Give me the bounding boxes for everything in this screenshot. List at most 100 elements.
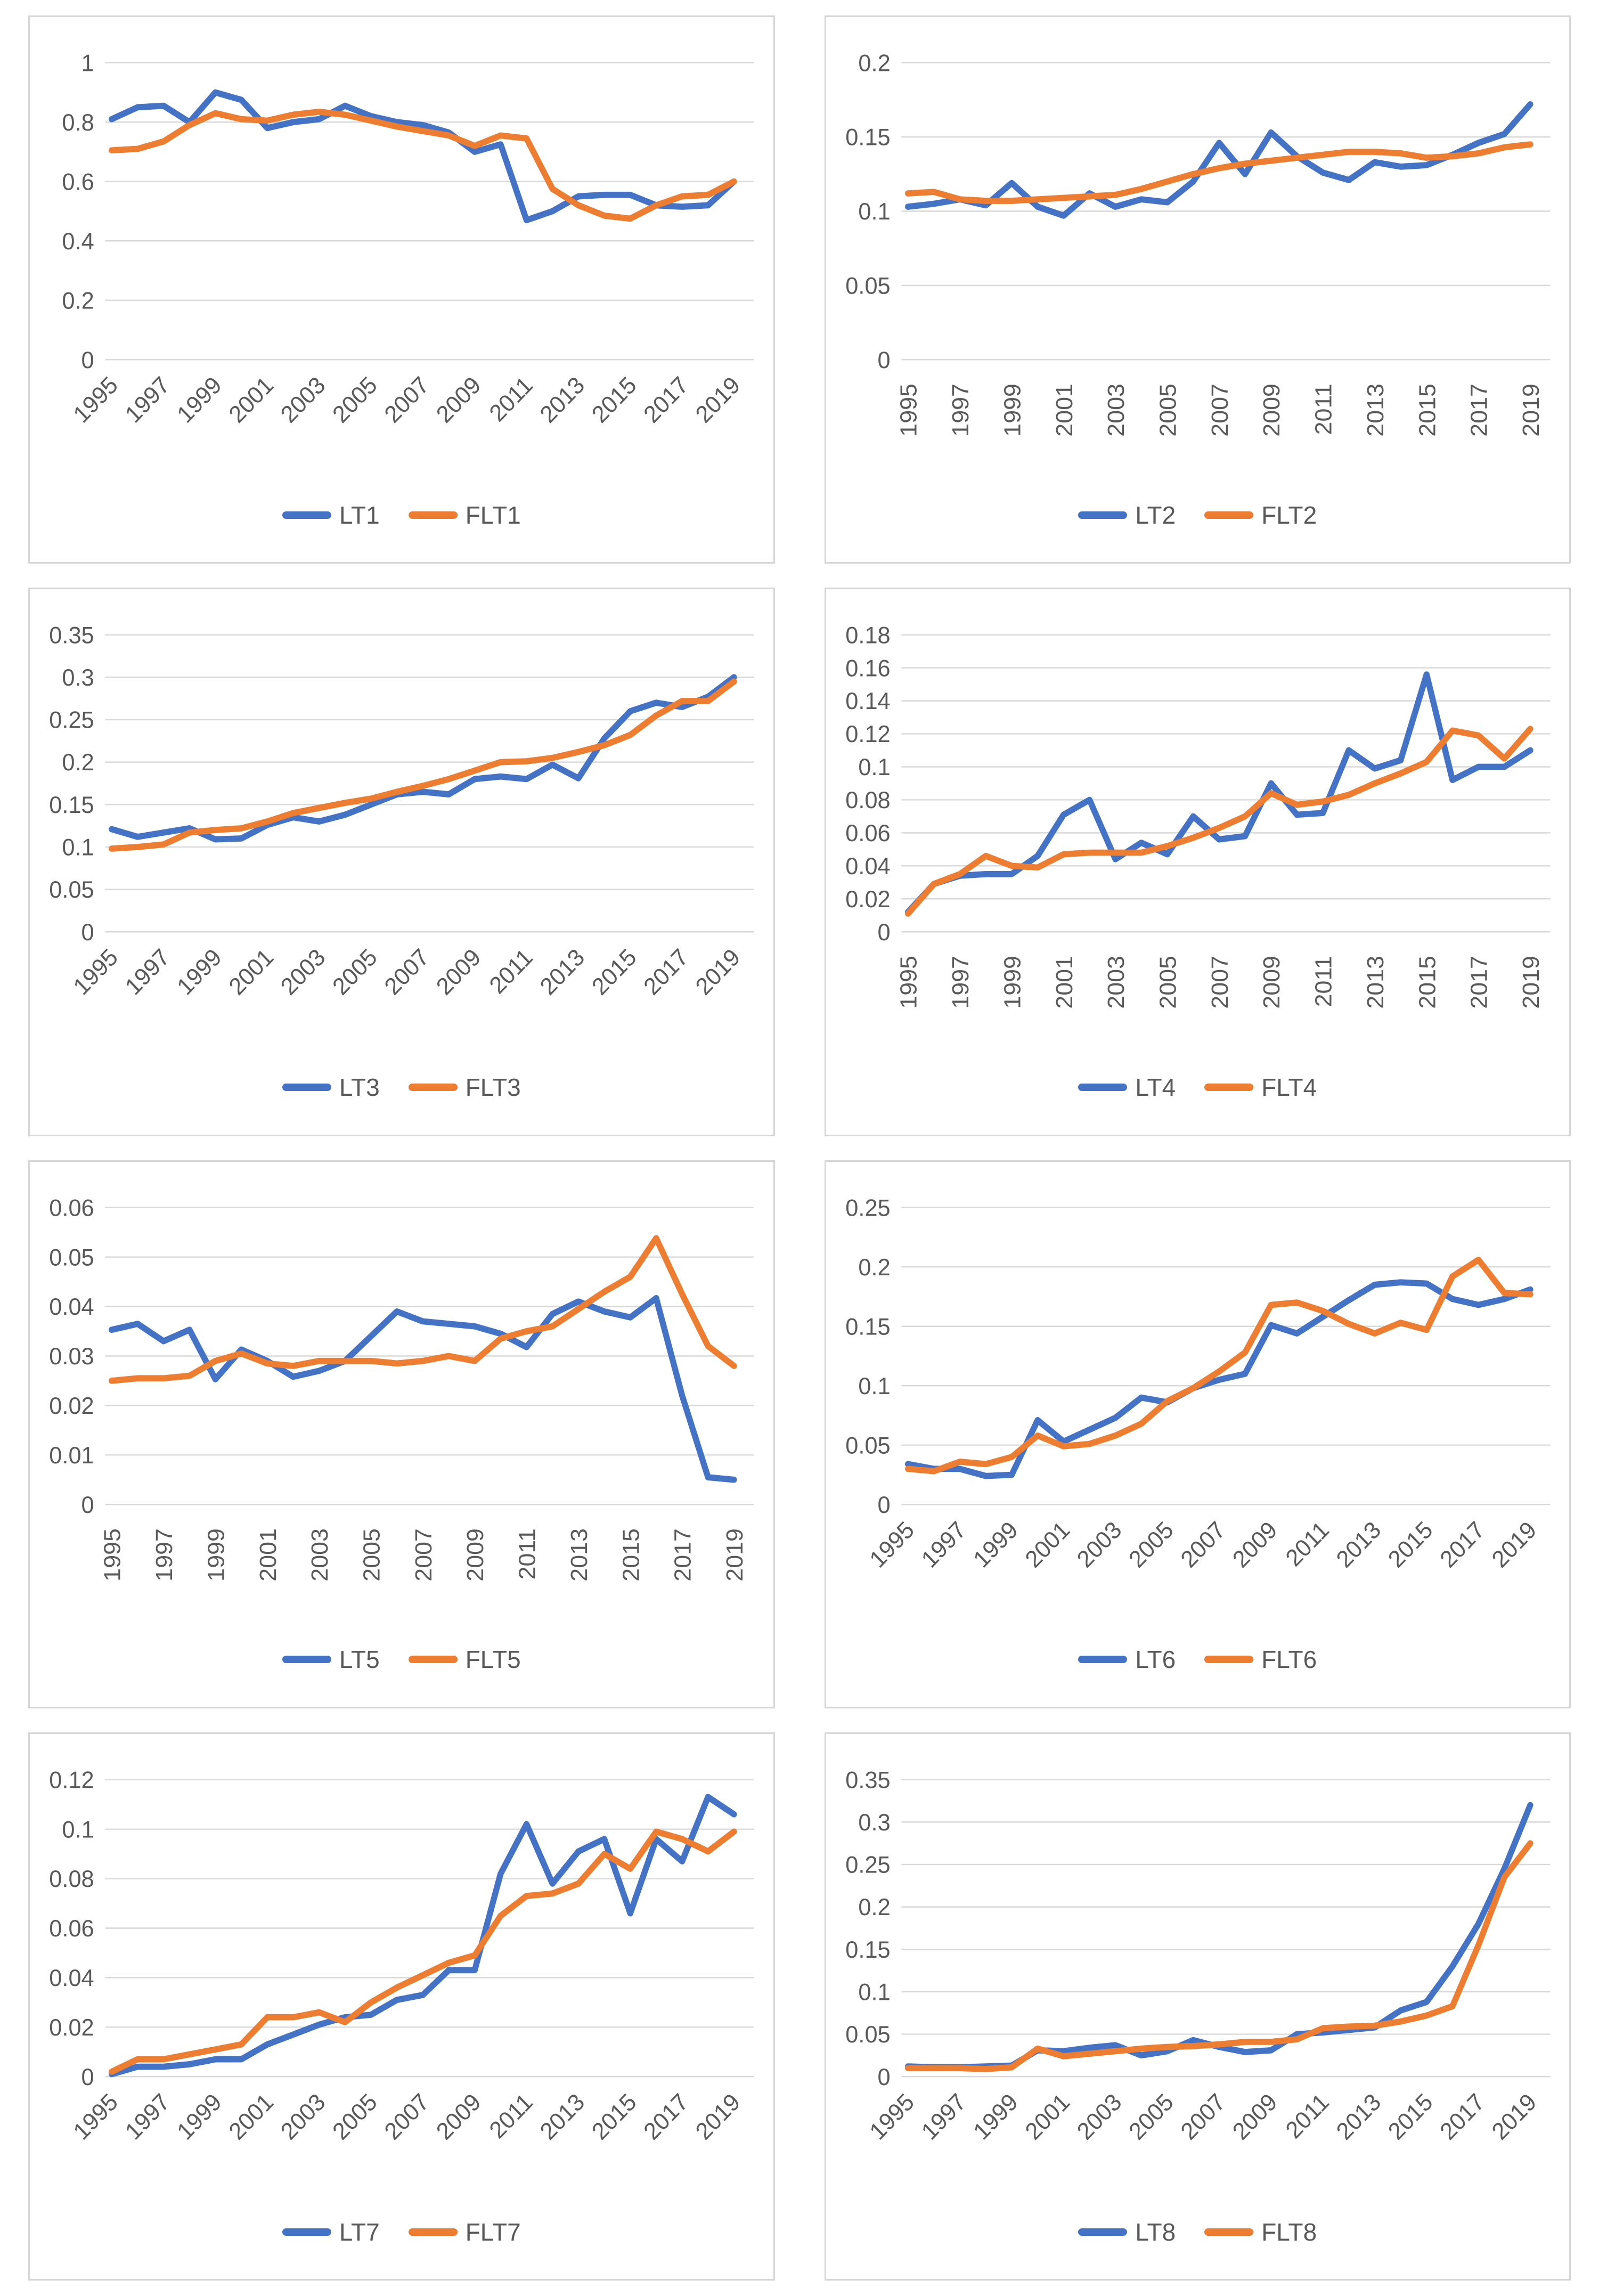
- chart-3-y-tick: 0.3: [62, 665, 94, 691]
- chart-5-y-tick: 0: [81, 1492, 94, 1518]
- chart-8-y-tick: 0: [877, 2064, 890, 2090]
- chart-3-x-tick: 2019: [691, 944, 745, 1000]
- chart-1-x-tick: 2017: [639, 372, 693, 428]
- chart-4-x-tick: 1997: [948, 956, 973, 1009]
- chart-6-x-tick: 2005: [1124, 1516, 1178, 1573]
- lt4-line-swatch: [1078, 1084, 1128, 1092]
- chart-3-y-axis-labels: 0 0.05 0.1 0.15 0.2 0.25 0.3 0.35: [49, 622, 94, 946]
- LT1-series-line: [109, 89, 737, 224]
- chart-5-x-tick: 2011: [515, 1528, 540, 1579]
- flt2-line-swatch: [1204, 511, 1254, 519]
- chart-1-y-tick: 1: [81, 50, 94, 77]
- chart-3-x-axis-labels: 1995199719992001200320052007200920112013…: [69, 944, 746, 1000]
- legend-item-flt2: FLT2: [1204, 501, 1317, 530]
- chart-7-x-tick: 2009: [431, 2089, 486, 2145]
- legend-item-flt3: FLT3: [408, 1073, 521, 1102]
- lt6-line-swatch: [1078, 1656, 1128, 1664]
- chart-5-y-tick: 0.04: [49, 1293, 94, 1320]
- chart-4-x-axis-labels: 1995 1997 1999 2001 2003 2005 2007 2009 2011 2013…: [896, 956, 1544, 1009]
- chart-7-x-tick: 2007: [380, 2089, 434, 2145]
- chart-4-x-tick: 2011: [1311, 956, 1336, 1007]
- chart-7-x-tick: 2015: [587, 2089, 641, 2145]
- chart-5-x-tick: 2007: [411, 1528, 437, 1582]
- legend-item-lt2: LT2: [1078, 501, 1176, 530]
- chart-5-y-axis-labels: 0 0.01 0.02 0.03 0.04 0.05 0.06: [49, 1194, 94, 1518]
- chart-6-y-tick: 0.1: [858, 1373, 890, 1399]
- lt8-legend-label: LT8: [1135, 2218, 1176, 2246]
- LT3-series-line: [109, 674, 737, 843]
- chart-1-x-tick: 1995: [69, 372, 123, 428]
- flt1-legend-label: FLT1: [465, 501, 521, 529]
- chart-8-x-tick: 1999: [968, 2089, 1023, 2145]
- chart-4-y-tick: 0.04: [845, 853, 890, 880]
- chart-3-y-tick: 0.15: [49, 792, 94, 818]
- chart-2-y-tick: 0.05: [845, 273, 890, 299]
- LT7-series-line: [109, 1794, 737, 2078]
- chart-7-y-tick: 0.02: [49, 2014, 94, 2041]
- flt8-line-swatch: [1204, 2228, 1254, 2236]
- chart-2-x-tick: 1997: [948, 384, 973, 437]
- chart-7-gridlines: [105, 1779, 754, 2078]
- chart-8-x-tick: 2015: [1383, 2089, 1438, 2145]
- chart-8-x-tick: 2009: [1227, 2089, 1282, 2145]
- flt3-legend-label: FLT3: [465, 1073, 521, 1102]
- chart-6-x-tick: 2017: [1435, 1516, 1489, 1573]
- chart-8-y-tick: 0.05: [845, 2021, 890, 2048]
- lt3-line-swatch: [282, 1084, 331, 1092]
- FLT5-series-line: [109, 1235, 737, 1384]
- chart-2-x-tick: 2001: [1051, 384, 1077, 437]
- chart-panel-lt4: 0 0.02 0.04 0.06 0.08 0.1 0.12 0.14 0.16 0.18 1995…: [824, 588, 1571, 1136]
- chart-7-x-tick: 2003: [276, 2089, 330, 2145]
- chart-4-y-tick: 0.12: [845, 721, 890, 748]
- chart-3-x-tick: 2011: [485, 944, 538, 999]
- legend-item-lt5: LT5: [282, 1645, 380, 1674]
- chart-5-x-tick: 2015: [618, 1528, 644, 1582]
- chart-lt7-plot-area: 0 0.02 0.04 0.06 0.08 0.1 0.12 1995199719992001…: [49, 1766, 754, 2145]
- chart-lt1-plot-area: 00.20.40.60.8119951997199920012003200520…: [62, 50, 754, 428]
- chart-2-x-tick: 2013: [1363, 384, 1388, 437]
- FLT1-series-line: [109, 108, 737, 222]
- chart-3-y-tick: 0.25: [49, 707, 94, 734]
- chart-3-x-tick: 1999: [172, 944, 226, 1000]
- chart-lt6-legend: LT6 FLT6: [826, 1645, 1570, 1674]
- flt4-line-swatch: [1204, 1084, 1254, 1092]
- chart-5-y-tick: 0.06: [49, 1194, 94, 1221]
- chart-lt4-plot-area: 0 0.02 0.04 0.06 0.08 0.1 0.12 0.14 0.16 0.18 1995…: [845, 622, 1551, 1009]
- legend-item-lt4: LT4: [1078, 1073, 1176, 1102]
- chart-2-x-tick: 2005: [1155, 384, 1181, 437]
- chart-3-x-tick: 2003: [276, 944, 330, 1000]
- chart-4-y-tick: 0.14: [845, 688, 890, 715]
- chart-7-y-tick: 0.08: [49, 1866, 94, 1892]
- flt5-legend-label: FLT5: [465, 1646, 521, 1674]
- flt1-line-swatch: [408, 511, 458, 519]
- FLT2-series-line: [904, 141, 1533, 204]
- chart-panel-lt2: 0 0.05 0.1 0.15 0.2 1995 1997 1999 2001 2003 2005 2…: [824, 15, 1571, 564]
- chart-1-x-tick: 2011: [485, 372, 538, 427]
- chart-2-x-tick: 2011: [1311, 384, 1336, 435]
- legend-item-lt8: LT8: [1078, 2218, 1176, 2246]
- chart-3-x-tick: 2013: [535, 944, 590, 1000]
- chart-7-x-axis-labels: 1995199719992001200320052007200920112013…: [69, 2089, 746, 2145]
- chart-8-x-tick: 2001: [1020, 2089, 1074, 2145]
- chart-6-x-tick: 2015: [1383, 1516, 1438, 1573]
- lt7-legend-label: LT7: [339, 2218, 380, 2246]
- chart-4-y-tick: 0.18: [845, 622, 890, 649]
- chart-3-x-tick: 2009: [431, 944, 486, 1000]
- chart-5-y-tick: 0.02: [49, 1393, 94, 1419]
- chart-3-x-tick: 2015: [587, 944, 641, 1000]
- legend-item-lt7: LT7: [282, 2218, 380, 2246]
- chart-5-x-tick: 2019: [722, 1528, 748, 1582]
- chart-5-x-tick: 2001: [255, 1528, 281, 1582]
- chart-lt5-plot-area: 0 0.01 0.02 0.03 0.04 0.05 0.06 1995 1997 1999 200…: [49, 1194, 754, 1582]
- chart-3-x-tick: 2001: [224, 944, 279, 1000]
- chart-5-x-tick: 1999: [203, 1528, 229, 1582]
- legend-item-lt3: LT3: [282, 1073, 380, 1102]
- chart-4-x-tick: 2003: [1103, 956, 1129, 1009]
- chart-6-y-tick: 0.05: [845, 1432, 890, 1459]
- chart-3-y-tick: 0.1: [62, 834, 94, 861]
- lt7-line-swatch: [282, 2228, 331, 2236]
- flt6-legend-label: FLT6: [1261, 1646, 1317, 1674]
- chart-7-x-tick: 2011: [485, 2089, 538, 2144]
- FLT3-series-line: [109, 678, 737, 852]
- chart-8-x-tick: 2013: [1331, 2089, 1385, 2145]
